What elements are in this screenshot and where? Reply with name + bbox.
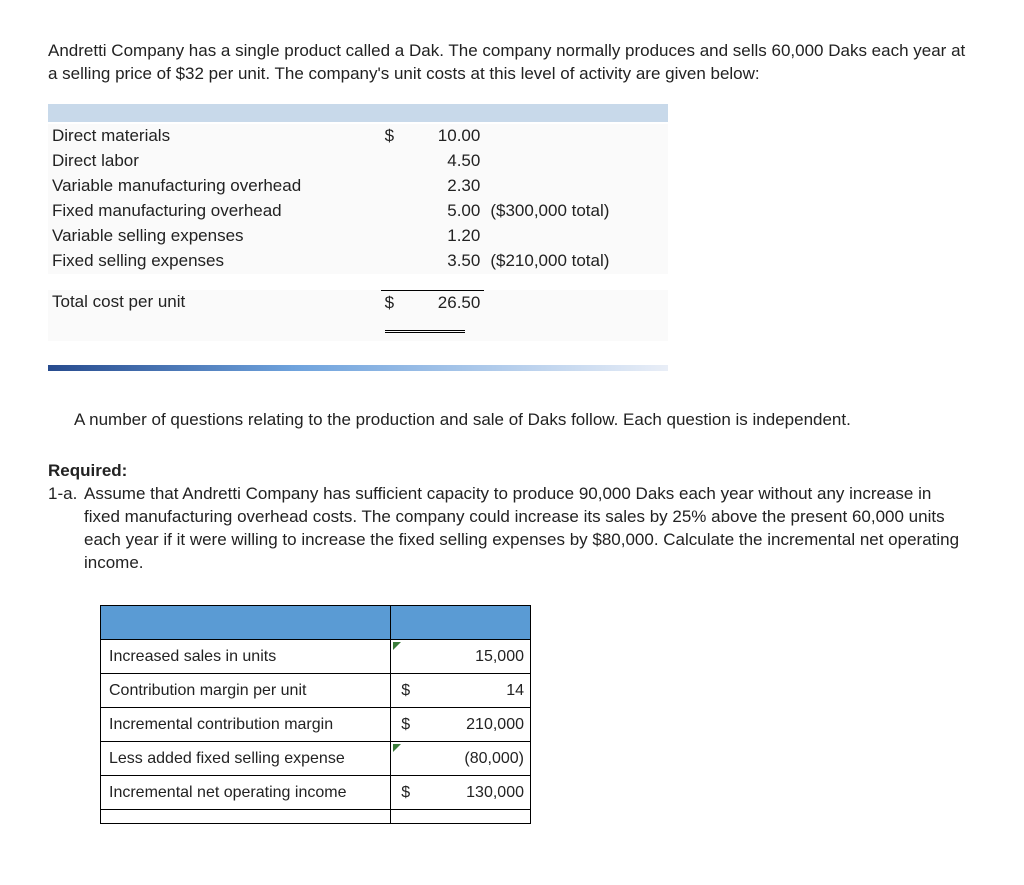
double-underline — [385, 328, 465, 333]
cost-label: Variable manufacturing overhead — [48, 174, 381, 199]
cost-value: 4.50 — [411, 149, 484, 174]
required-section: Required: 1-a.Assume that Andretti Compa… — [48, 460, 976, 575]
answer-row: Less added fixed selling expense (80,000) — [101, 742, 531, 776]
check-marker-icon — [393, 642, 401, 650]
question-number: 1-a. — [48, 483, 84, 506]
answer-value: 14 — [421, 674, 531, 708]
cost-label: Direct labor — [48, 149, 381, 174]
cost-currency: $ — [381, 124, 411, 149]
answer-value: (80,000) — [421, 742, 531, 776]
cost-value: 1.20 — [411, 224, 484, 249]
cost-currency — [381, 224, 411, 249]
cost-value: 5.00 — [411, 199, 484, 224]
cost-note: ($300,000 total) — [484, 199, 668, 224]
answer-row: Incremental contribution margin$210,000 — [101, 708, 531, 742]
answer-symbol — [391, 640, 421, 674]
cost-currency — [381, 199, 411, 224]
cost-value: 10.00 — [411, 124, 484, 149]
answer-symbol: $ — [391, 776, 421, 810]
cost-currency — [381, 174, 411, 199]
answer-header-label — [101, 606, 391, 640]
cost-label: Fixed selling expenses — [48, 249, 381, 274]
answer-label: Incremental contribution margin — [101, 708, 391, 742]
question-text: Assume that Andretti Company has suffici… — [84, 483, 964, 575]
cost-row: Fixed selling expenses 3.50($210,000 tota… — [48, 249, 668, 274]
independent-note: A number of questions relating to the pr… — [74, 409, 976, 432]
cost-row: Variable manufacturing overhead 2.30 — [48, 174, 668, 199]
answer-value: 15,000 — [421, 640, 531, 674]
cost-label: Direct materials — [48, 124, 381, 149]
total-value: 26.50 — [411, 290, 484, 315]
cost-table-container: Direct materials$10.00Direct labor4.50Va… — [48, 104, 668, 342]
answer-value: 210,000 — [421, 708, 531, 742]
cost-table: Direct materials$10.00Direct labor4.50Va… — [48, 124, 668, 342]
answer-label: Contribution margin per unit — [101, 674, 391, 708]
total-currency: $ — [381, 290, 411, 315]
answer-value: 130,000 — [421, 776, 531, 810]
cost-value: 2.30 — [411, 174, 484, 199]
answer-row: Increased sales in units 15,000 — [101, 640, 531, 674]
gradient-divider — [48, 365, 668, 371]
cost-row: Fixed manufacturing overhead 5.00($300,00… — [48, 199, 668, 224]
cost-note — [484, 149, 668, 174]
highlight-bar — [48, 104, 668, 122]
cost-currency — [381, 149, 411, 174]
answer-symbol — [391, 742, 421, 776]
cost-row: Direct labor 4.50 — [48, 149, 668, 174]
total-row: Total cost per unit$26.50 — [48, 290, 668, 315]
cost-row: Direct materials$10.00 — [48, 124, 668, 149]
answer-label: Incremental net operating income — [101, 776, 391, 810]
answer-header-value — [391, 606, 531, 640]
answer-gap-row — [101, 810, 531, 824]
cost-label: Fixed manufacturing overhead — [48, 199, 381, 224]
answer-table: Increased sales in units15,000Contributi… — [100, 605, 531, 824]
answer-label: Less added fixed selling expense — [101, 742, 391, 776]
answer-symbol: $ — [391, 708, 421, 742]
cost-value: 3.50 — [411, 249, 484, 274]
cost-note — [484, 174, 668, 199]
cost-currency — [381, 249, 411, 274]
answer-row: Incremental net operating income$130,000 — [101, 776, 531, 810]
cost-note — [484, 224, 668, 249]
cost-note — [484, 124, 668, 149]
answer-label: Increased sales in units — [101, 640, 391, 674]
required-label: Required: — [48, 460, 976, 483]
answer-table-container: Increased sales in units15,000Contributi… — [100, 605, 976, 824]
problem-intro: Andretti Company has a single product ca… — [48, 40, 976, 86]
check-marker-icon — [393, 744, 401, 752]
cost-note: ($210,000 total) — [484, 249, 668, 274]
total-label: Total cost per unit — [48, 290, 381, 315]
cost-row: Variable selling expenses 1.20 — [48, 224, 668, 249]
cost-label: Variable selling expenses — [48, 224, 381, 249]
answer-row: Contribution margin per unit$14 — [101, 674, 531, 708]
answer-symbol: $ — [391, 674, 421, 708]
